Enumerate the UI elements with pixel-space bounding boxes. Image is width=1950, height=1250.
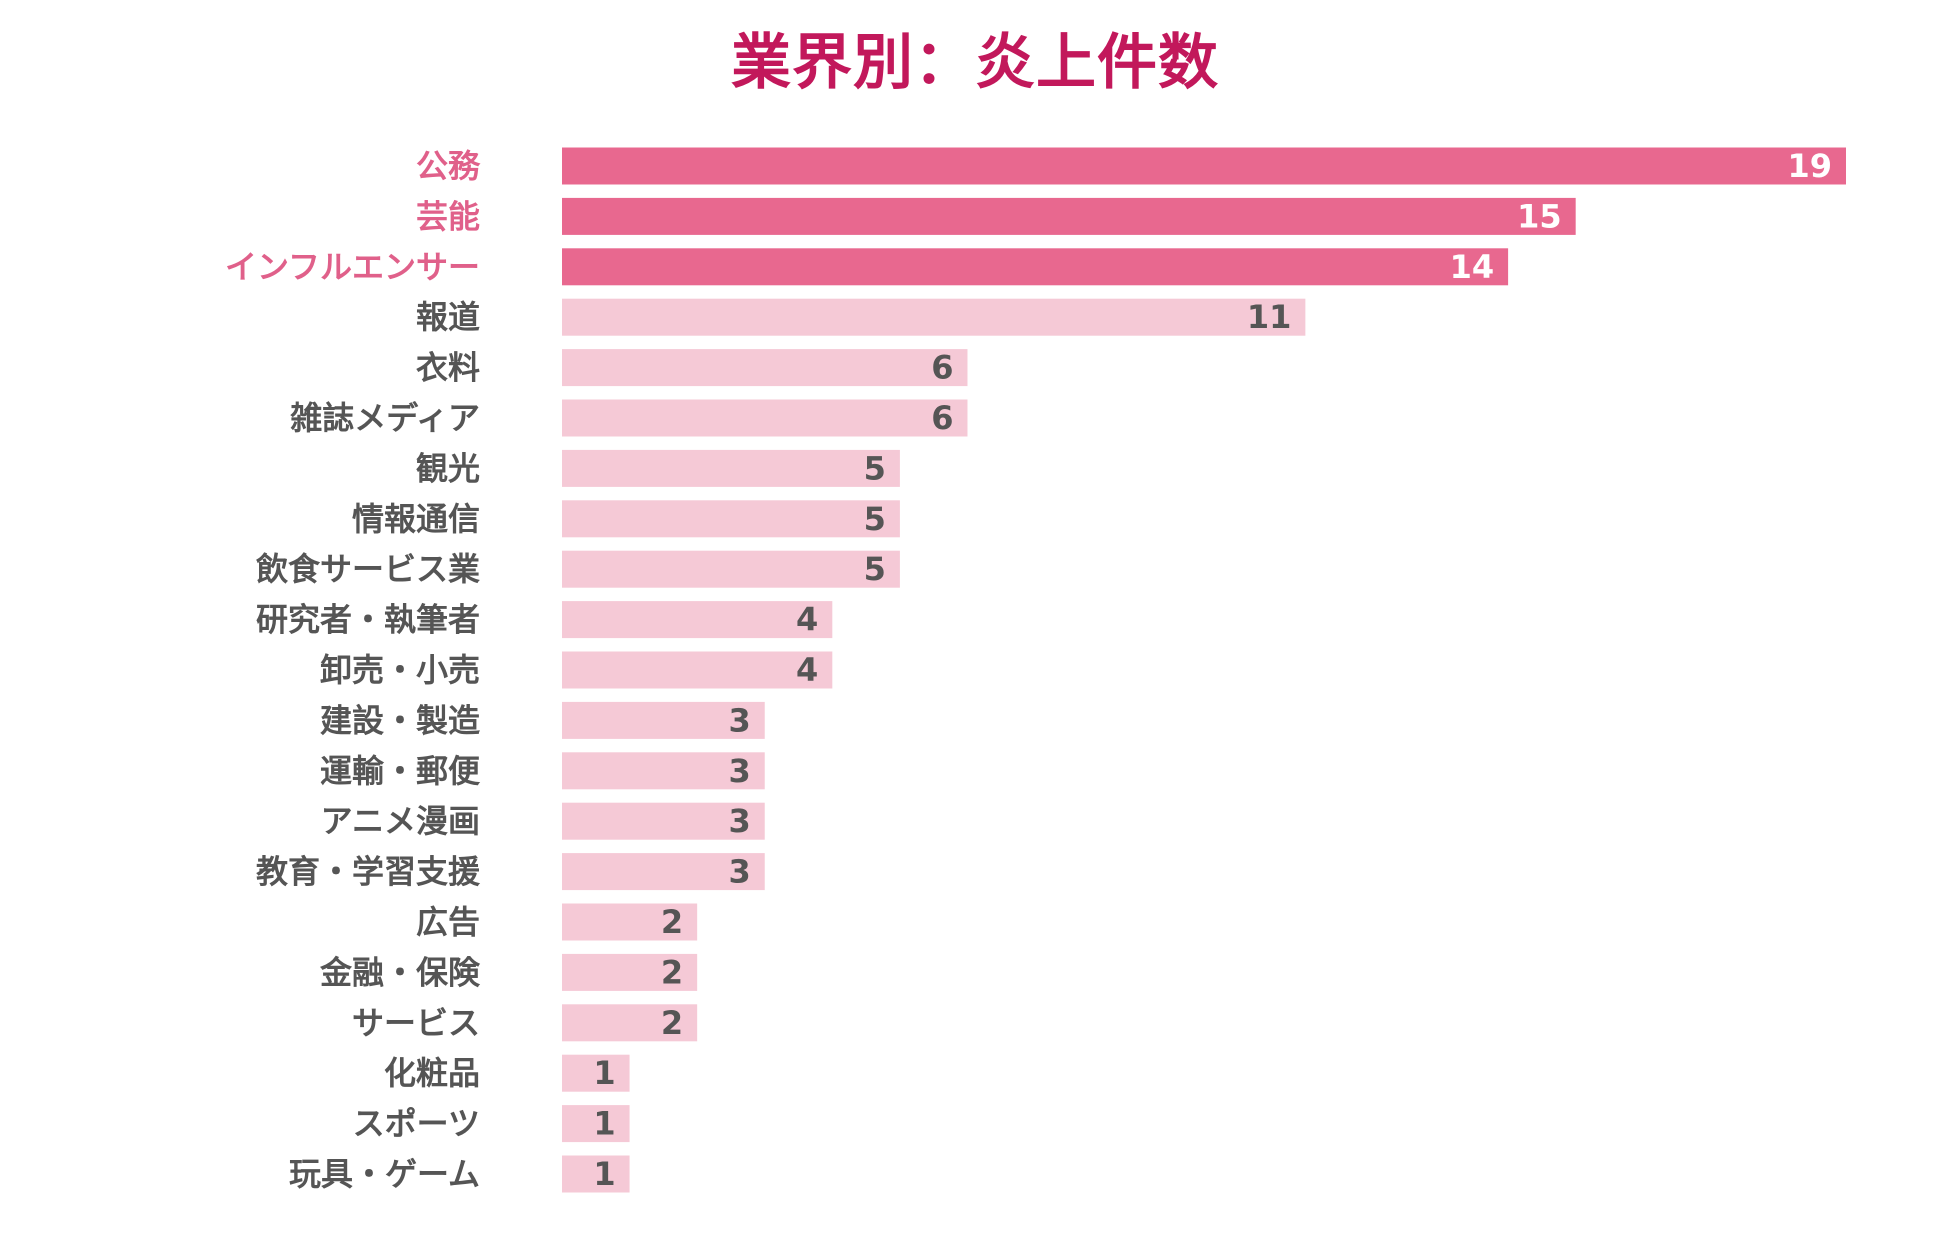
bar-row: 公務 19 xyxy=(416,147,1846,185)
bar xyxy=(562,1004,698,1042)
value-label: 5 xyxy=(864,550,886,588)
bar xyxy=(562,449,900,487)
category-label: 金融・保険 xyxy=(319,953,481,991)
bar-row: インフルエンサー 14 xyxy=(225,248,1509,286)
bar-row: サービス 2 xyxy=(352,1004,698,1042)
chart-title: 業界別：炎上件数 xyxy=(731,28,1219,98)
bar-row: 広告 2 xyxy=(416,903,698,941)
value-label: 4 xyxy=(796,601,818,639)
bar xyxy=(562,1054,630,1092)
bar xyxy=(562,953,698,991)
category-label: サービス xyxy=(352,1004,480,1042)
value-label: 2 xyxy=(661,953,683,991)
value-label: 1 xyxy=(593,1105,615,1143)
category-label: 報道 xyxy=(416,298,480,336)
bar xyxy=(562,349,968,387)
category-label: 情報通信 xyxy=(352,500,480,538)
value-label: 15 xyxy=(1517,197,1562,235)
category-label: 飲食サービス業 xyxy=(256,550,480,588)
value-label: 3 xyxy=(728,701,750,739)
bar xyxy=(562,1155,630,1193)
category-label: 運輸・郵便 xyxy=(320,752,481,790)
value-label: 4 xyxy=(796,651,818,689)
value-label: 11 xyxy=(1247,298,1292,336)
bar-row: 教育・学習支援 3 xyxy=(256,853,765,891)
category-label: アニメ漫画 xyxy=(321,802,480,840)
value-label: 1 xyxy=(593,1155,615,1193)
bar-row: 芸能 15 xyxy=(416,197,1576,235)
bar-row: 飲食サービス業 5 xyxy=(256,550,900,588)
value-label: 2 xyxy=(661,1004,683,1042)
category-label: 衣料 xyxy=(416,349,480,387)
value-label: 19 xyxy=(1787,147,1832,185)
category-label: 公務 xyxy=(416,147,481,185)
value-label: 14 xyxy=(1450,248,1495,286)
bar xyxy=(562,1105,630,1143)
value-label: 5 xyxy=(864,449,886,487)
value-label: 3 xyxy=(728,752,750,790)
bar-row: 化粧品 1 xyxy=(384,1054,630,1092)
bar xyxy=(562,298,1306,336)
category-label: 雑誌メディア xyxy=(289,399,480,437)
value-label: 5 xyxy=(864,500,886,538)
bar-row: 運輸・郵便 3 xyxy=(320,752,765,790)
category-label: 研究者・執筆者 xyxy=(256,601,480,639)
category-label: スポーツ xyxy=(353,1105,480,1143)
category-label: 芸能 xyxy=(416,197,480,235)
bar xyxy=(562,248,1509,286)
category-label: 広告 xyxy=(416,903,480,941)
category-label: 建設・製造 xyxy=(320,701,480,739)
category-label: 化粧品 xyxy=(384,1054,480,1092)
bar xyxy=(562,147,1846,185)
bar xyxy=(562,601,833,639)
value-label: 3 xyxy=(728,853,750,891)
value-label: 1 xyxy=(593,1054,615,1092)
bar xyxy=(562,752,765,790)
value-label: 3 xyxy=(728,802,750,840)
bar-row: 玩具・ゲーム 1 xyxy=(289,1155,630,1193)
bar-row: 卸売・小売 4 xyxy=(320,651,833,689)
bar xyxy=(562,500,900,538)
bar xyxy=(562,399,968,437)
bar xyxy=(562,197,1576,235)
value-label: 6 xyxy=(931,399,953,437)
bar-row: 情報通信 5 xyxy=(352,500,900,538)
bar xyxy=(562,701,765,739)
category-label: 教育・学習支援 xyxy=(256,853,481,891)
bar-row: スポーツ 1 xyxy=(353,1105,630,1143)
bar-row: 建設・製造 3 xyxy=(320,701,765,739)
category-label: 観光 xyxy=(416,449,480,487)
bar-row: 観光 5 xyxy=(416,449,900,487)
category-label: 玩具・ゲーム xyxy=(289,1155,480,1193)
bar-row: 報道 11 xyxy=(416,298,1306,336)
bar xyxy=(562,903,698,941)
bar xyxy=(562,550,900,588)
category-label: インフルエンサー xyxy=(225,248,480,286)
bar-row: 研究者・執筆者 4 xyxy=(256,601,833,639)
bar xyxy=(562,802,765,840)
bar-row: アニメ漫画 3 xyxy=(321,802,765,840)
bar xyxy=(562,651,833,689)
category-label: 卸売・小売 xyxy=(320,651,480,689)
bar-row: 雑誌メディア 6 xyxy=(289,399,968,437)
bar-row: 金融・保険 2 xyxy=(319,953,698,991)
bar-row: 衣料 6 xyxy=(416,349,968,387)
bar xyxy=(562,853,765,891)
value-label: 2 xyxy=(661,903,683,941)
value-label: 6 xyxy=(931,349,953,387)
